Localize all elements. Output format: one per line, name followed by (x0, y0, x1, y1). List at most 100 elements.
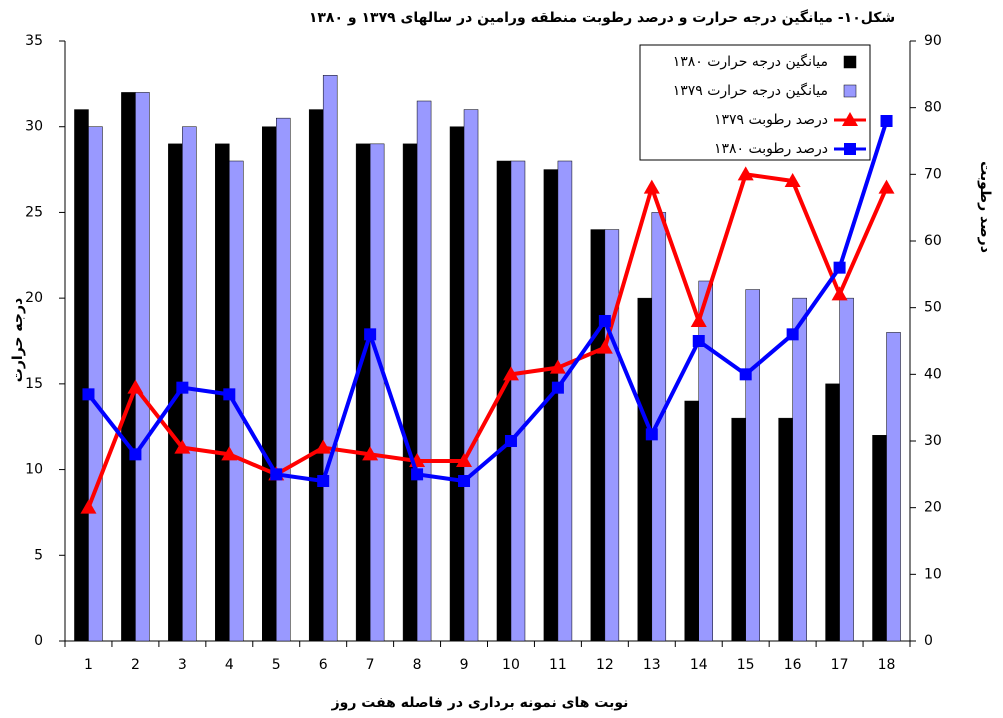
marker (129, 448, 142, 461)
bar (886, 332, 901, 642)
x-tick-label: 3 (178, 657, 187, 673)
legend-swatch (843, 55, 857, 69)
chart-title: شکل۱۰- میانگین درجه حرارت و درصد رطوبت م… (309, 9, 895, 26)
marker (784, 173, 801, 187)
marker (692, 335, 705, 347)
bar (355, 143, 371, 642)
y2-tick-label: 80 (924, 100, 942, 116)
marker (786, 328, 799, 341)
bar (778, 417, 793, 642)
y2-tick-label: 70 (924, 166, 942, 182)
bar (557, 160, 573, 642)
y2-tick-label: 40 (924, 366, 942, 382)
marker (502, 366, 519, 381)
bar (637, 297, 653, 642)
legend-label: درصد رطوبت ۱۳۸۰ (714, 141, 828, 157)
y-axis-label: درجه حرارت (10, 298, 26, 382)
marker (878, 179, 895, 194)
bar (684, 400, 699, 642)
y2-tick-label: 50 (924, 300, 942, 316)
marker (598, 315, 611, 327)
y-tick-label: 5 (34, 547, 43, 563)
marker (315, 439, 332, 454)
x-tick-label: 6 (319, 657, 328, 673)
marker (831, 286, 848, 301)
bar (449, 126, 465, 642)
marker (456, 453, 473, 467)
marker (411, 468, 424, 481)
legend-swatch (843, 84, 857, 98)
bar (416, 100, 432, 642)
y-tick-label: 20 (25, 290, 43, 306)
bar (792, 297, 807, 642)
y-tick-label: 35 (25, 33, 43, 49)
legend-label: درصد رطوبت ۱۳۷۹ (714, 112, 828, 128)
bar (262, 126, 277, 642)
x-tick-label: 16 (784, 657, 802, 673)
marker (221, 446, 238, 461)
bar (604, 229, 620, 642)
legend-label: میانگین درجه حرارت ۱۳۸۰ (673, 53, 828, 70)
x-tick-label: 13 (643, 657, 661, 673)
marker (127, 379, 144, 394)
marker (174, 439, 191, 454)
marker (176, 381, 189, 394)
line (86, 120, 889, 484)
y2-tick-label: 60 (924, 233, 942, 249)
marker (739, 368, 752, 381)
marker (80, 499, 97, 514)
bar (543, 169, 559, 642)
x-tick-label: 5 (272, 657, 281, 673)
marker (362, 446, 379, 461)
marker (549, 359, 566, 374)
x-tick-label: 14 (690, 657, 708, 673)
marker (833, 261, 846, 274)
y-tick-label: 25 (25, 204, 43, 220)
y2-tick-label: 10 (924, 566, 942, 582)
bar (698, 280, 713, 642)
legend-label: میانگین درجه حرارت ۱۳۷۹ (673, 82, 828, 99)
y-tick-label: 0 (34, 633, 43, 649)
bar (839, 297, 854, 642)
bar (135, 92, 150, 642)
y-tick-label: 10 (25, 462, 43, 478)
y2-tick-label: 30 (924, 433, 942, 449)
x-tick-label: 9 (460, 657, 469, 673)
bar (322, 75, 338, 642)
bar (402, 143, 418, 642)
marker (551, 381, 564, 394)
bar (590, 229, 606, 642)
legend-marker (842, 112, 858, 126)
bar (88, 126, 103, 642)
bar (731, 417, 746, 642)
x-tick-label: 10 (502, 657, 520, 673)
marker (317, 475, 330, 487)
marker (643, 179, 660, 194)
bar (369, 143, 385, 642)
legend-marker (844, 143, 856, 155)
bar (74, 109, 89, 642)
x-tick-label: 1 (84, 657, 93, 673)
y2-tick-label: 20 (924, 500, 942, 516)
marker (596, 339, 613, 354)
bar (825, 383, 840, 642)
marker (690, 313, 707, 327)
bar (745, 289, 760, 642)
marker (223, 388, 236, 401)
marker (82, 388, 95, 401)
y2-tick-label: 90 (924, 33, 942, 49)
x-tick-label: 12 (596, 657, 614, 673)
y-tick-label: 30 (25, 119, 43, 135)
bar (229, 160, 244, 642)
marker (645, 428, 658, 441)
x-tick-label: 18 (878, 657, 896, 673)
x-tick-label: 11 (549, 657, 567, 673)
bar (510, 160, 526, 642)
marker (364, 328, 377, 341)
x-tick-label: 2 (131, 657, 140, 673)
marker (737, 166, 754, 181)
marker (458, 475, 471, 487)
x-tick-label: 15 (737, 657, 755, 673)
bar (872, 435, 887, 642)
bar (121, 92, 136, 642)
